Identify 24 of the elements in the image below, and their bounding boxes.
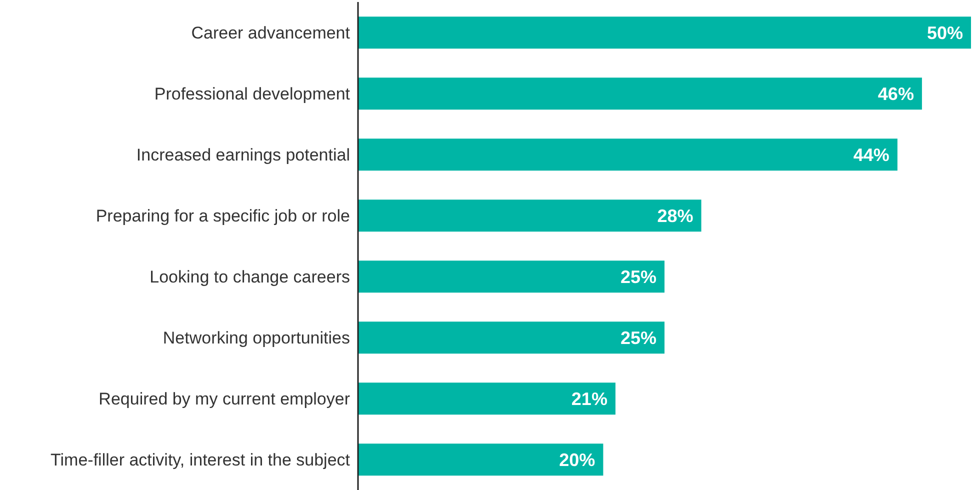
bar: [358, 444, 604, 476]
data-label: 44%: [853, 145, 890, 166]
y-tick-label: Increased earnings potential: [136, 146, 350, 165]
bar: [358, 78, 922, 110]
data-label: 46%: [878, 84, 914, 104]
y-tick-label: Time-filler activity, interest in the subject: [50, 450, 350, 470]
bar: [358, 260, 664, 293]
y-tick-label: Networking opportunities: [162, 328, 350, 348]
bar: [358, 322, 664, 354]
bar: [358, 382, 616, 415]
data-label: 25%: [620, 328, 656, 348]
data-label: 20%: [559, 450, 596, 470]
y-tick-label: Professional development: [154, 84, 350, 104]
data-label: 25%: [620, 267, 656, 288]
data-label: 21%: [571, 389, 608, 410]
y-tick-label: Looking to change careers: [150, 268, 350, 287]
data-label: 28%: [657, 206, 694, 226]
bar: [358, 138, 898, 171]
data-label: 50%: [926, 23, 963, 44]
bar: [358, 200, 702, 232]
y-tick-label: Preparing for a specific job or role: [96, 206, 350, 226]
bar: [358, 16, 971, 49]
y-tick-label: Career advancement: [191, 24, 350, 43]
y-tick-label: Required by my current employer: [98, 390, 350, 409]
